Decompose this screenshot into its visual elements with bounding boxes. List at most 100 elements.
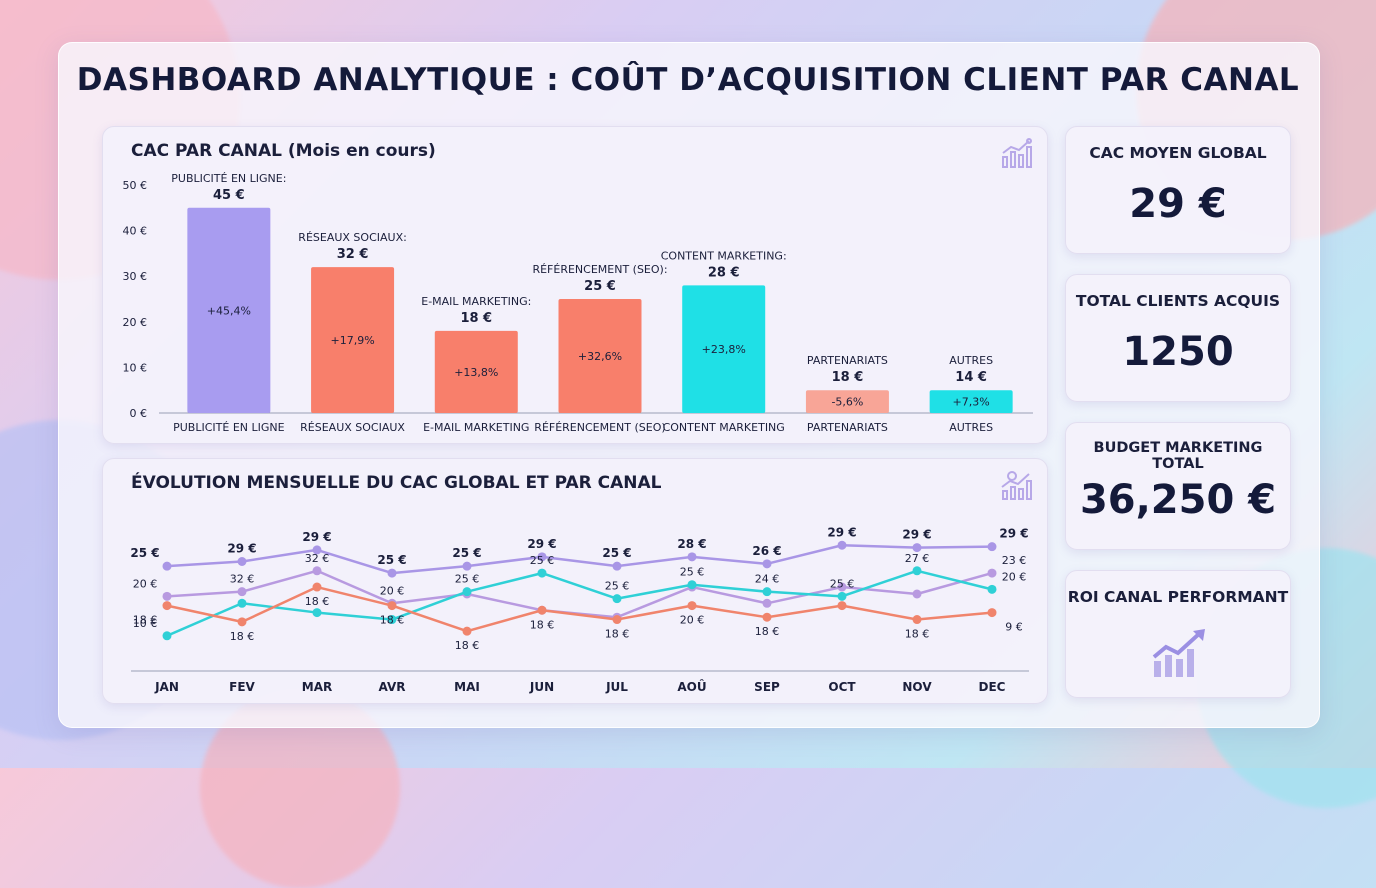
data-point [537, 552, 547, 562]
data-label: 25 € [530, 554, 555, 567]
data-point [237, 617, 247, 627]
x-tick-label: FEV [229, 680, 255, 694]
data-point [162, 601, 172, 611]
data-point [612, 594, 622, 604]
data-point [462, 626, 472, 636]
bar-value-label: 32 € [337, 247, 369, 262]
kpi-value: 1250 [1122, 329, 1234, 375]
bar-value-label: 25 € [584, 279, 616, 294]
data-label: 20 € [680, 614, 705, 627]
data-label: 32 € [305, 552, 330, 565]
data-point [162, 591, 172, 601]
data-point [837, 582, 847, 592]
chart-icon [1002, 138, 1032, 168]
data-label: 18 € [455, 639, 480, 652]
data-point [912, 543, 922, 553]
series-line [166, 544, 993, 575]
bar-value-label: 18 € [832, 370, 864, 385]
line-chart-title: ÉVOLUTION MENSUELLE DU CAC GLOBAL ET PAR… [131, 473, 662, 493]
bar [311, 267, 395, 413]
data-point [762, 587, 772, 597]
data-point [237, 598, 247, 608]
growth-chart-icon [1152, 629, 1205, 677]
data-point [462, 561, 472, 571]
data-label: 20 € [133, 577, 158, 590]
data-label: 18 € [133, 614, 158, 627]
data-label: 25 € [830, 577, 855, 590]
data-point [762, 598, 772, 608]
bar-chart-card: CAC PAR CANAL (Mois en cours) 0 € 10 € 20 … [102, 126, 1048, 444]
data-label: 18 € [530, 618, 555, 631]
x-tick-label: OCT [828, 680, 856, 694]
data-point [312, 582, 322, 592]
data-point [612, 615, 622, 625]
bar-chart-title: CAC PAR CANAL (Mois en cours) [131, 141, 436, 161]
x-tick-label: MAR [302, 680, 332, 694]
x-tick-label: PARTENARIATS [807, 421, 888, 434]
data-point [312, 545, 322, 555]
data-point [162, 631, 172, 641]
data-point [762, 612, 772, 622]
data-label: 9 € [1005, 621, 1023, 634]
bar [929, 390, 1013, 413]
data-point [837, 591, 847, 601]
x-tick-label: JUN [529, 680, 554, 694]
x-tick-label: JUL [605, 680, 628, 694]
trend-icon [1001, 471, 1032, 500]
page-title: DASHBOARD ANALYTIQUE : COÛT D’ACQUISITIO… [76, 62, 1300, 98]
data-point [837, 540, 847, 550]
y-tick-label: 40 € [123, 225, 148, 238]
data-label: 29 € [902, 528, 931, 542]
data-point [537, 605, 547, 615]
data-label: 10 € [133, 617, 158, 630]
data-label: 20 € [1002, 570, 1027, 583]
data-label: 29 € [827, 525, 856, 539]
data-label: 28 € [677, 537, 706, 551]
bar-value-label: 14 € [955, 370, 987, 385]
data-label: 24 € [755, 573, 780, 586]
data-point [987, 608, 997, 618]
x-tick-label: SEP [754, 680, 780, 694]
x-tick-label: AVR [379, 680, 406, 694]
kpi-label: ROI CANAL PERFORMANT [1067, 588, 1289, 606]
data-label: 29 € [999, 527, 1028, 541]
series-line [166, 585, 993, 633]
data-point [687, 601, 697, 611]
bar-category-label: CONTENT MARKETING: [661, 249, 787, 262]
data-label: 25 € [452, 546, 481, 560]
x-tick-label: NOV [902, 680, 932, 694]
data-point [687, 580, 697, 590]
data-label: 29 € [527, 537, 556, 551]
data-point [387, 601, 397, 611]
data-point [537, 568, 547, 578]
data-point [912, 566, 922, 576]
kpi-value: 36,250 € [1079, 477, 1277, 523]
data-label: 26 € [752, 544, 781, 558]
bar-category-label: E-MAIL MARKETING: [421, 295, 531, 308]
data-label: 25 € [377, 553, 406, 567]
x-tick-label: RÉSEAUX SOCIAUX [300, 421, 405, 434]
data-point [387, 568, 397, 578]
line-chart: JAN FEV MAR AVR MAI JUN JUL AOÛ SEP OCT NOV DEC 25 €… [130, 525, 1029, 694]
x-tick-label: CONTENT MARKETING [663, 421, 785, 434]
bar-chart: 0 € 10 € 20 € 30 € 40 € 50 € PUBLICITÉ EN LIGN… [123, 172, 1033, 434]
bar-change-label: +13,8% [454, 366, 498, 379]
bar-change-label: +7,3% [953, 396, 990, 409]
x-tick-label: MAI [454, 680, 480, 694]
data-label: 18 € [605, 628, 630, 641]
data-label: 25 € [602, 546, 631, 560]
kpi-roi: ROI CANAL PERFORMANT [1065, 570, 1291, 698]
data-label: 29 € [302, 530, 331, 544]
data-point [687, 552, 697, 562]
data-point [612, 561, 622, 571]
data-label: 18 € [905, 628, 930, 641]
data-point [237, 557, 247, 566]
data-label: 20 € [380, 584, 405, 597]
x-tick-label: PUBLICITÉ EN LIGNE [173, 421, 284, 434]
x-tick-label: AOÛ [677, 679, 706, 694]
bar-change-label: -5,6% [831, 396, 863, 409]
x-tick-label: AUTRES [949, 421, 993, 434]
bar [187, 207, 271, 413]
bar-value-label: 18 € [460, 311, 492, 326]
data-label: 29 € [227, 542, 256, 556]
